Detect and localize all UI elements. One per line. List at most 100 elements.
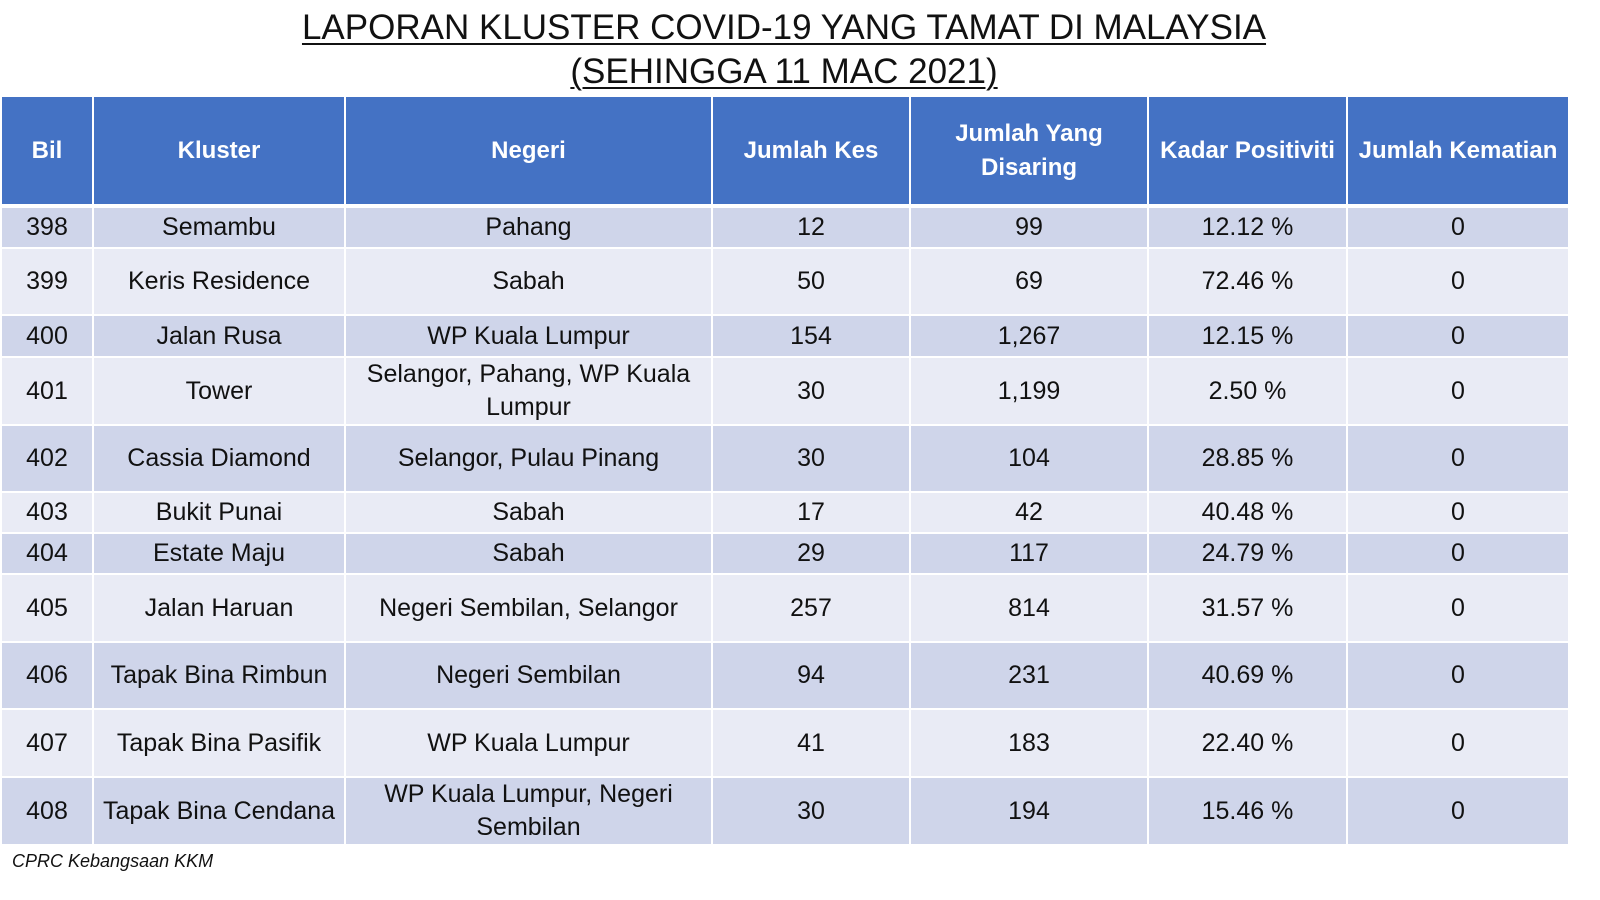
cell-kadar-positiviti: 12.12 % — [1147, 205, 1348, 249]
cell-jumlah-disaring: 1,267 — [909, 314, 1149, 358]
cell-kadar-positiviti: 40.69 % — [1147, 641, 1348, 710]
table-row: 400 Jalan Rusa WP Kuala Lumpur 154 1,267 12.1… — [0, 314, 1570, 358]
cell-kluster: Keris Residence — [92, 247, 346, 316]
cell-negeri: Sabah — [344, 247, 713, 316]
cell-negeri: Selangor, Pahang, WP Kuala Lumpur — [344, 356, 713, 426]
table-row: 404 Estate Maju Sabah 29 117 24.79 % 0 — [0, 532, 1570, 575]
cell-negeri: Negeri Sembilan — [344, 641, 713, 710]
table-row: 405 Jalan Haruan Negeri Sembilan, Selangor… — [0, 573, 1570, 643]
cell-kadar-positiviti: 40.48 % — [1147, 491, 1348, 534]
title-line-1: LAPORAN KLUSTER COVID-19 YANG TAMAT DI M… — [301, 8, 1267, 47]
cell-jumlah-kematian: 0 — [1346, 776, 1570, 846]
header-jumlah-disaring: Jumlah Yang Disaring — [909, 95, 1149, 208]
cell-jumlah-kematian: 0 — [1346, 356, 1570, 426]
cell-jumlah-kematian: 0 — [1346, 424, 1570, 493]
cell-jumlah-kes: 50 — [711, 247, 911, 316]
source-footer: CPRC Kebangsaan KKM — [12, 851, 214, 871]
cell-bil: 398 — [0, 205, 94, 249]
cell-jumlah-kematian: 0 — [1346, 573, 1570, 643]
cell-jumlah-kes: 12 — [711, 205, 911, 249]
cell-bil: 402 — [0, 424, 94, 493]
cell-kadar-positiviti: 31.57 % — [1147, 573, 1348, 643]
table-row: 401 Tower Selangor, Pahang, WP Kuala Lumpu… — [0, 356, 1570, 426]
cell-negeri: Sabah — [344, 491, 713, 534]
cell-jumlah-kes: 30 — [711, 424, 911, 493]
cell-kluster: Estate Maju — [92, 532, 346, 575]
cell-jumlah-disaring: 1,199 — [909, 356, 1149, 426]
cell-kluster: Tapak Bina Cendana — [92, 776, 346, 846]
cell-negeri: WP Kuala Lumpur — [344, 314, 713, 358]
cell-jumlah-disaring: 99 — [909, 205, 1149, 249]
cell-negeri: Selangor, Pulau Pinang — [344, 424, 713, 493]
cell-kluster: Tower — [92, 356, 346, 426]
cell-jumlah-kes: 94 — [711, 641, 911, 710]
cell-negeri: Negeri Sembilan, Selangor — [344, 573, 713, 643]
cell-negeri: WP Kuala Lumpur, Negeri Sembilan — [344, 776, 713, 846]
header-kluster: Kluster — [92, 95, 346, 208]
cell-kluster: Jalan Rusa — [92, 314, 346, 358]
title-line-2: (SEHINGGA 11 MAC 2021) — [570, 52, 998, 91]
cell-negeri: WP Kuala Lumpur — [344, 708, 713, 778]
cell-jumlah-kematian: 0 — [1346, 708, 1570, 778]
cell-kluster: Tapak Bina Rimbun — [92, 641, 346, 710]
table-row: 408 Tapak Bina Cendana WP Kuala Lumpur, Ne… — [0, 776, 1570, 846]
cell-kadar-positiviti: 72.46 % — [1147, 247, 1348, 316]
cluster-table: Bil Kluster Negeri Jumlah Kes Jumlah Yan… — [0, 95, 1570, 846]
cell-bil: 405 — [0, 573, 94, 643]
header-bil: Bil — [0, 95, 94, 208]
cell-jumlah-kes: 29 — [711, 532, 911, 575]
cell-jumlah-kes: 154 — [711, 314, 911, 358]
cell-jumlah-kematian: 0 — [1346, 314, 1570, 358]
cell-jumlah-kes: 30 — [711, 356, 911, 426]
table-row: 399 Keris Residence Sabah 50 69 72.46 % 0 — [0, 247, 1570, 316]
cell-jumlah-disaring: 69 — [909, 247, 1149, 316]
cell-jumlah-kes: 17 — [711, 491, 911, 534]
cell-kluster: Cassia Diamond — [92, 424, 346, 493]
cell-jumlah-kematian: 0 — [1346, 205, 1570, 249]
header-kadar-positiviti: Kadar Positiviti — [1147, 95, 1348, 208]
cell-jumlah-disaring: 814 — [909, 573, 1149, 643]
cell-negeri: Pahang — [344, 205, 713, 249]
cell-kluster: Semambu — [92, 205, 346, 249]
cell-jumlah-disaring: 42 — [909, 491, 1149, 534]
cell-jumlah-disaring: 231 — [909, 641, 1149, 710]
cell-bil: 406 — [0, 641, 94, 710]
cell-kadar-positiviti: 15.46 % — [1147, 776, 1348, 846]
cell-jumlah-kematian: 0 — [1346, 641, 1570, 710]
table-row: 407 Tapak Bina Pasifik WP Kuala Lumpur 41 18… — [0, 708, 1570, 778]
header-jumlah-kematian: Jumlah Kematian — [1346, 95, 1570, 208]
cell-jumlah-kematian: 0 — [1346, 247, 1570, 316]
cell-jumlah-kematian: 0 — [1346, 532, 1570, 575]
cell-bil: 401 — [0, 356, 94, 426]
cell-bil: 408 — [0, 776, 94, 846]
cell-kluster: Tapak Bina Pasifik — [92, 708, 346, 778]
cell-jumlah-disaring: 194 — [909, 776, 1149, 846]
cell-jumlah-kes: 30 — [711, 776, 911, 846]
cell-jumlah-disaring: 183 — [909, 708, 1149, 778]
table-body: 398 Semambu Pahang 12 99 12.12 % 0 399 Keris Res… — [0, 205, 1570, 846]
cell-negeri: Sabah — [344, 532, 713, 575]
cell-kluster: Bukit Punai — [92, 491, 346, 534]
cell-jumlah-kes: 257 — [711, 573, 911, 643]
header-negeri: Negeri — [344, 95, 713, 208]
table-row: 402 Cassia Diamond Selangor, Pulau Pinang 3… — [0, 424, 1570, 493]
report-title: LAPORAN KLUSTER COVID-19 YANG TAMAT DI M… — [0, 6, 1568, 94]
cell-jumlah-disaring: 104 — [909, 424, 1149, 493]
cell-bil: 404 — [0, 532, 94, 575]
header-jumlah-kes: Jumlah Kes — [711, 95, 911, 208]
cell-jumlah-kematian: 0 — [1346, 491, 1570, 534]
cell-kadar-positiviti: 22.40 % — [1147, 708, 1348, 778]
table-row: 398 Semambu Pahang 12 99 12.12 % 0 — [0, 205, 1570, 249]
cell-bil: 403 — [0, 491, 94, 534]
cell-kadar-positiviti: 12.15 % — [1147, 314, 1348, 358]
cell-kadar-positiviti: 28.85 % — [1147, 424, 1348, 493]
cell-kluster: Jalan Haruan — [92, 573, 346, 643]
cell-kadar-positiviti: 2.50 % — [1147, 356, 1348, 426]
table-row: 406 Tapak Bina Rimbun Negeri Sembilan 94 231… — [0, 641, 1570, 710]
cell-jumlah-disaring: 117 — [909, 532, 1149, 575]
cell-bil: 407 — [0, 708, 94, 778]
cell-kadar-positiviti: 24.79 % — [1147, 532, 1348, 575]
table-header-row: Bil Kluster Negeri Jumlah Kes Jumlah Yan… — [0, 95, 1570, 208]
cell-bil: 399 — [0, 247, 94, 316]
